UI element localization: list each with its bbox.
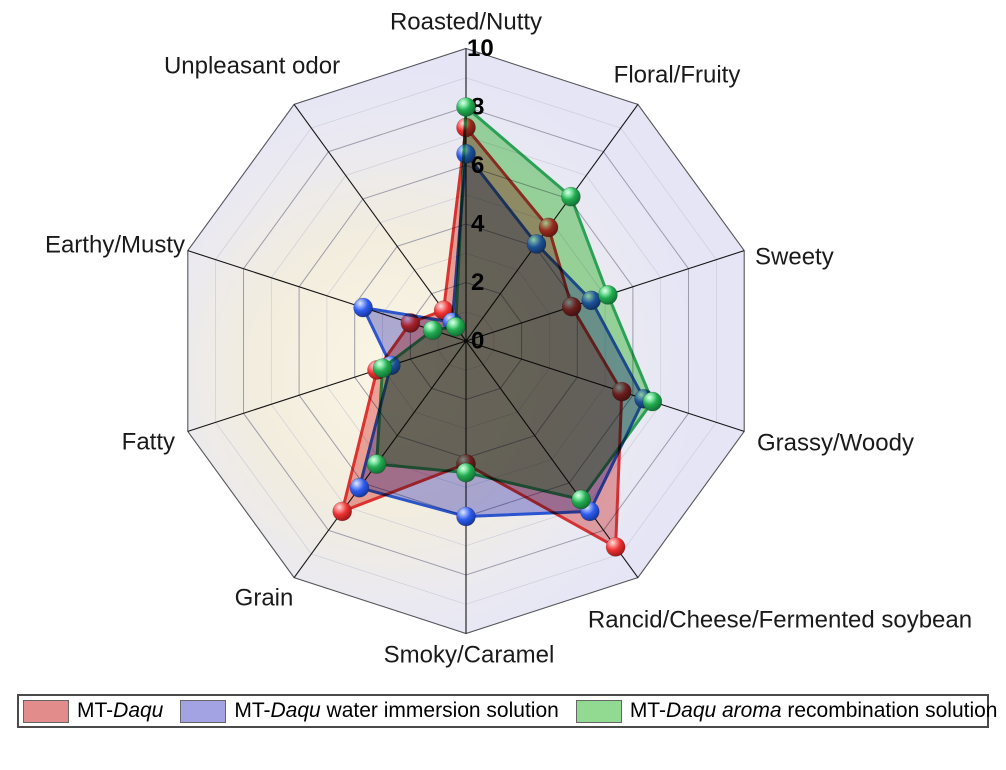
axis-label-5: Smoky/Caramel [384, 642, 555, 669]
legend-swatch-mt-daqu-aroma-recombination [575, 699, 622, 723]
legend-label-mt-daqu-aroma-recombination: MT-Daqu aroma recombination solution [629, 699, 998, 722]
data-point-mt-daqu-aroma-recombination-7 [372, 358, 393, 378]
axis-label-4: Rancid/Cheese/Fermented soybean [588, 607, 972, 634]
axis-label-0: Roasted/Nutty [390, 9, 542, 36]
data-point-mt-daqu-aroma-recombination-1 [561, 186, 581, 207]
data-point-mt-daqu-aroma-recombination-0 [456, 97, 476, 117]
data-point-mt-daqu-water-immersion-8 [353, 297, 373, 318]
legend-swatch-mt-daqu-water-immersion [180, 699, 227, 723]
axis-label-9: Unpleasant odor [164, 53, 340, 80]
data-point-mt-daqu-aroma-recombination-5 [456, 462, 476, 483]
legend-label-mt-daqu-water-immersion: MT-Daqu water immersion solution [234, 699, 559, 722]
axis-label-7: Fatty [122, 429, 175, 456]
axis-label-3: Grassy/Woody [757, 430, 914, 457]
legend: MT-Daqu MT-Daqu water immersion solution M… [17, 694, 998, 728]
series-mt-daqu-aroma-recombination [366, 97, 663, 510]
series-layer [332, 97, 663, 557]
data-point-mt-daqu-aroma-recombination-8 [422, 320, 443, 340]
legend-item-mt-daqu-aroma-recombination: MT-Daqu aroma recombination solution [572, 699, 998, 723]
legend-item-mt-daqu-water-immersion: MT-Daqu water immersion solution [176, 699, 559, 723]
axis-label-2: Sweety [755, 244, 834, 271]
data-point-mt-daqu-water-immersion-5 [456, 506, 476, 527]
data-point-mt-daqu-6 [332, 501, 353, 522]
data-point-mt-daqu-aroma-recombination-4 [571, 489, 591, 510]
data-point-mt-daqu-aroma-recombination-3 [642, 391, 663, 412]
axis-label-6: Grain [235, 585, 294, 612]
axis-label-1: Floral/Fruity [614, 62, 741, 89]
data-point-mt-daqu-water-immersion-6 [349, 477, 370, 498]
data-point-mt-daqu-aroma-recombination-6 [366, 454, 387, 474]
axis-label-8: Earthy/Musty [45, 232, 185, 259]
data-point-mt-daqu-4 [605, 537, 626, 557]
data-point-mt-daqu-aroma-recombination-9 [445, 317, 466, 337]
legend-item-mt-daqu: MT-Daqu [19, 699, 163, 723]
data-point-mt-daqu-aroma-recombination-2 [598, 285, 618, 305]
axis-spoke-9 [293, 104, 467, 342]
tick-label-10: 10 [467, 35, 494, 62]
legend-swatch-mt-daqu [23, 699, 69, 723]
legend-label-mt-daqu: MT-Daqu [77, 699, 164, 722]
axis-labels-layer: Roasted/Nutty Floral/Fruity Sweety Grassy/W… [45, 9, 972, 669]
